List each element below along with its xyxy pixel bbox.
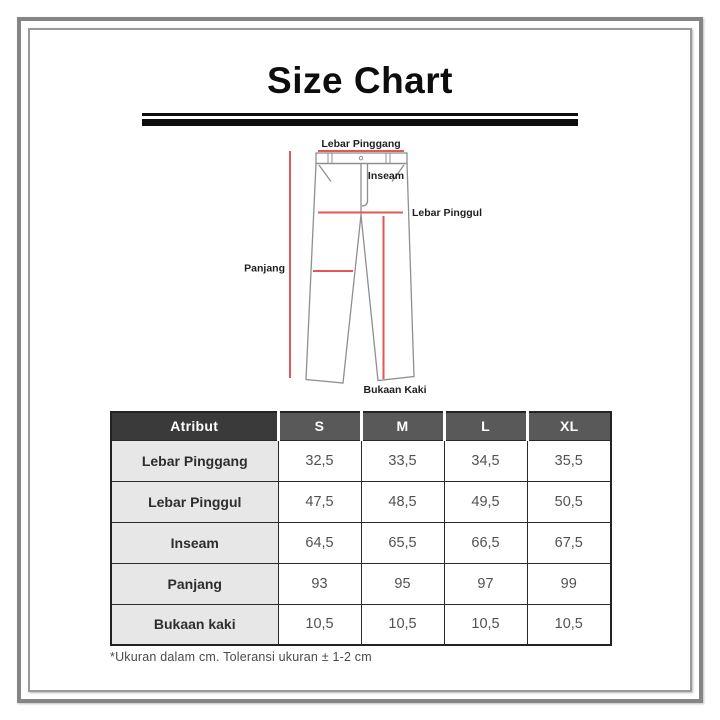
- waist-label: Lebar Pinggang: [321, 138, 400, 150]
- row-label-bukaan-kaki: Bukaan kaki: [110, 603, 279, 646]
- inner-frame-border: [28, 28, 692, 692]
- row-label-inseam: Inseam: [110, 521, 279, 564]
- waistband: [315, 152, 408, 165]
- fly-stitch-curve: [361, 163, 369, 207]
- measurement-lines: [289, 150, 404, 379]
- cell-value: 33,5: [360, 439, 445, 482]
- size-table-container: Atribut S M L XL Lebar Pinggang 32,5 33,…: [110, 411, 612, 646]
- cell-value: 67,5: [526, 521, 612, 564]
- cell-value: 95: [360, 562, 445, 605]
- hip-label: Lebar Pinggul: [412, 207, 482, 219]
- inseam-label: Inseam: [368, 170, 404, 182]
- table-header-row: Atribut S M L XL: [111, 412, 611, 440]
- cell-value: 49,5: [443, 480, 528, 523]
- cell-value: 47,5: [277, 480, 362, 523]
- length-label: Panjang: [244, 263, 285, 275]
- cell-value: 10,5: [443, 603, 528, 646]
- outer-frame-border: [17, 17, 703, 703]
- cell-value: 93: [277, 562, 362, 605]
- size-table: Atribut S M L XL Lebar Pinggang 32,5 33,…: [110, 411, 612, 646]
- cell-value: 48,5: [360, 480, 445, 523]
- cell-value: 64,5: [277, 521, 362, 564]
- leg-opening-label: Bukaan Kaki: [363, 384, 426, 396]
- cell-value: 10,5: [526, 603, 612, 646]
- table-row: Lebar Pinggang 32,5 33,5 34,5 35,5: [110, 439, 612, 482]
- column-header-m: M: [359, 412, 444, 440]
- left-pocket-seam: [318, 164, 332, 182]
- title-divider-thick: [142, 119, 578, 126]
- right-pocket-seam: [391, 164, 405, 182]
- pants-outline: [305, 152, 415, 384]
- pants-body: [305, 162, 415, 384]
- cell-value: 32,5: [277, 439, 362, 482]
- pants-measurement-diagram: Lebar Pinggang Inseam Lebar Pinggul Panj…: [244, 138, 482, 396]
- table-row: Lebar Pinggul 47,5 48,5 49,5 50,5: [110, 480, 612, 523]
- cell-value: 50,5: [526, 480, 612, 523]
- column-header-s: S: [276, 412, 361, 440]
- waist-button-icon: [358, 156, 364, 161]
- column-header-atribut: Atribut: [111, 412, 278, 440]
- title-divider-thin: [142, 113, 578, 116]
- cell-value: 34,5: [443, 439, 528, 482]
- column-header-l: L: [442, 412, 527, 440]
- table-row: Panjang 93 95 97 99: [110, 562, 612, 605]
- table-row: Inseam 64,5 65,5 66,5 67,5: [110, 521, 612, 564]
- cell-value: 10,5: [360, 603, 445, 646]
- page-title: Size Chart: [267, 60, 453, 101]
- cell-value: 99: [526, 562, 612, 605]
- cell-value: 65,5: [360, 521, 445, 564]
- table-row: Bukaan kaki 10,5 10,5 10,5 10,5: [110, 603, 612, 646]
- row-label-panjang: Panjang: [110, 562, 279, 605]
- column-header-xl: XL: [525, 412, 611, 440]
- row-label-lebar-pinggul: Lebar Pinggul: [110, 480, 279, 523]
- cell-value: 10,5: [277, 603, 362, 646]
- cell-value: 66,5: [443, 521, 528, 564]
- measurement-tolerance-note: *Ukuran dalam cm. Toleransi ukuran ± 1-2…: [110, 650, 372, 664]
- row-label-lebar-pinggang: Lebar Pinggang: [110, 439, 279, 482]
- cell-value: 97: [443, 562, 528, 605]
- cell-value: 35,5: [526, 439, 612, 482]
- belt-loops: [327, 153, 391, 164]
